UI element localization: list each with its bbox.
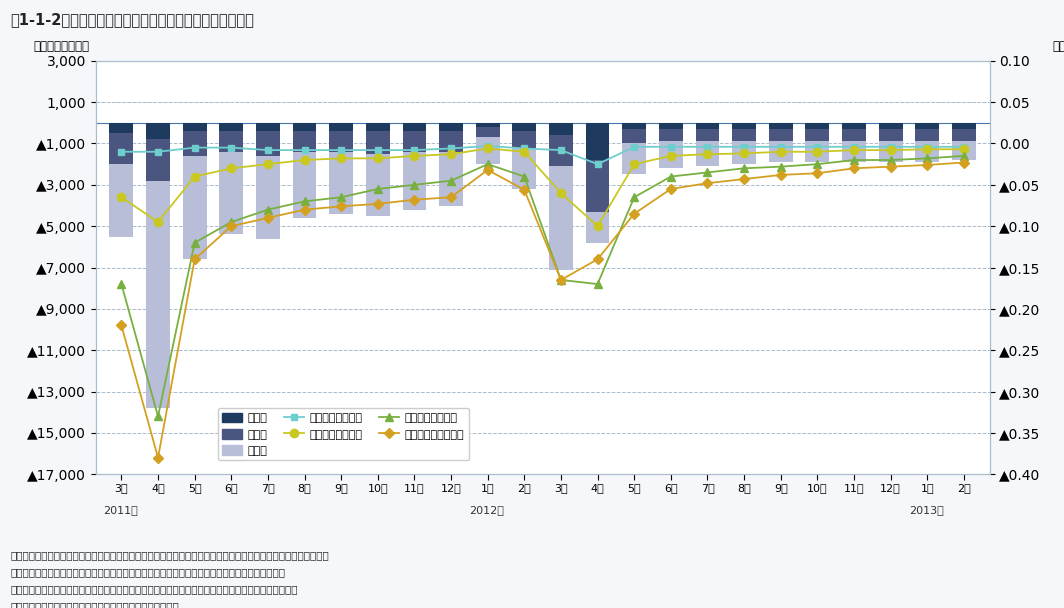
Text: 2012年: 2012年	[469, 505, 504, 515]
Bar	[513, 148, 536, 189]
Bar	[696, 129, 719, 142]
Bar	[769, 123, 793, 129]
Bar	[769, 142, 793, 162]
Bar	[256, 156, 280, 238]
Bar	[549, 166, 572, 269]
Bar	[183, 131, 206, 156]
Bar	[585, 160, 610, 212]
Text: 2013年: 2013年	[909, 505, 944, 515]
Bar	[146, 181, 170, 408]
Bar	[439, 152, 463, 206]
Bar	[513, 131, 536, 148]
Bar	[915, 123, 940, 129]
Legend: 岩手県, 宮城県, 福島県, 岩手県転入超過率, 宮城県転入超過率, 福島県転入超過率, 被災３県転入超過率: 岩手県, 宮城県, 福島県, 岩手県転入超過率, 宮城県転入超過率, 福島県転入…	[217, 408, 469, 460]
Bar	[366, 123, 389, 131]
Text: （備考）１．岩手、福島、宮城の各県内人口については総務省「平成２２年国勢調査人口等基本集計」より作成。: （備考）１．岩手、福島、宮城の各県内人口については総務省「平成２２年国勢調査人口…	[11, 550, 330, 560]
Y-axis label: 転入超過率（％）: 転入超過率（％）	[1052, 40, 1064, 52]
Text: ２．転入者数は、転入する市町村の長に対し、住民票移動の届出をした者を集計している。: ２．転入者数は、転入する市町村の長に対し、住民票移動の届出をした者を集計している…	[11, 567, 285, 577]
Bar	[293, 123, 316, 131]
Bar	[402, 152, 427, 210]
Bar	[659, 129, 683, 142]
Bar	[402, 131, 427, 152]
Bar	[622, 129, 646, 143]
Bar	[256, 131, 280, 156]
Bar	[732, 123, 757, 129]
Text: 2011年: 2011年	[103, 505, 138, 515]
Bar	[439, 123, 463, 131]
Bar	[439, 131, 463, 152]
Bar	[622, 123, 646, 129]
Bar	[805, 123, 829, 129]
Text: 資料：総務省「住民基本台帳人口移動報告」より環境省作成: 資料：総務省「住民基本台帳人口移動報告」より環境省作成	[11, 601, 180, 608]
Bar	[110, 133, 133, 164]
Bar	[696, 123, 719, 129]
Bar	[915, 129, 940, 142]
Bar	[219, 123, 244, 131]
Bar	[585, 212, 610, 243]
Bar	[329, 123, 353, 131]
Bar	[329, 131, 353, 152]
Bar	[110, 164, 133, 237]
Bar	[696, 142, 719, 166]
Bar	[549, 135, 572, 166]
Bar	[366, 154, 389, 216]
Bar	[732, 142, 757, 164]
Bar	[366, 131, 389, 154]
Bar	[879, 142, 902, 162]
Bar	[183, 123, 206, 131]
Bar	[842, 123, 866, 129]
Bar	[219, 131, 244, 152]
Bar	[329, 152, 353, 214]
Bar	[293, 131, 316, 152]
Bar	[476, 127, 500, 137]
Bar	[842, 129, 866, 142]
Bar	[732, 129, 757, 142]
Bar	[879, 123, 902, 129]
Bar	[146, 123, 170, 139]
Bar	[952, 129, 976, 142]
Bar	[549, 123, 572, 135]
Bar	[476, 137, 500, 164]
Y-axis label: 転入超過数（人）: 転入超過数（人）	[33, 40, 89, 52]
Bar	[183, 156, 206, 259]
Bar	[879, 129, 902, 142]
Bar	[805, 142, 829, 162]
Bar	[219, 152, 244, 235]
Bar	[659, 142, 683, 168]
Bar	[256, 123, 280, 131]
Bar	[915, 142, 940, 162]
Bar	[585, 123, 610, 160]
Text: ３．棒グラフ（左軸）は転入超過数、折れ線グラフ（右軸）は転入超過率（対県内人口比率）。: ３．棒グラフ（左軸）は転入超過数、折れ線グラフ（右軸）は転入超過率（対県内人口比…	[11, 584, 298, 594]
Bar	[769, 129, 793, 142]
Bar	[805, 129, 829, 142]
Bar	[952, 142, 976, 160]
Bar	[659, 123, 683, 129]
Bar	[842, 142, 866, 162]
Bar	[293, 152, 316, 218]
Bar	[110, 123, 133, 133]
Bar	[146, 139, 170, 181]
Bar	[402, 123, 427, 131]
Bar	[622, 143, 646, 174]
Bar	[952, 123, 976, 129]
Text: 図1-1-2　東日本大震災の影響による被災３県の人口移動: 図1-1-2 東日本大震災の影響による被災３県の人口移動	[11, 12, 254, 27]
Bar	[476, 123, 500, 127]
Bar	[513, 123, 536, 131]
